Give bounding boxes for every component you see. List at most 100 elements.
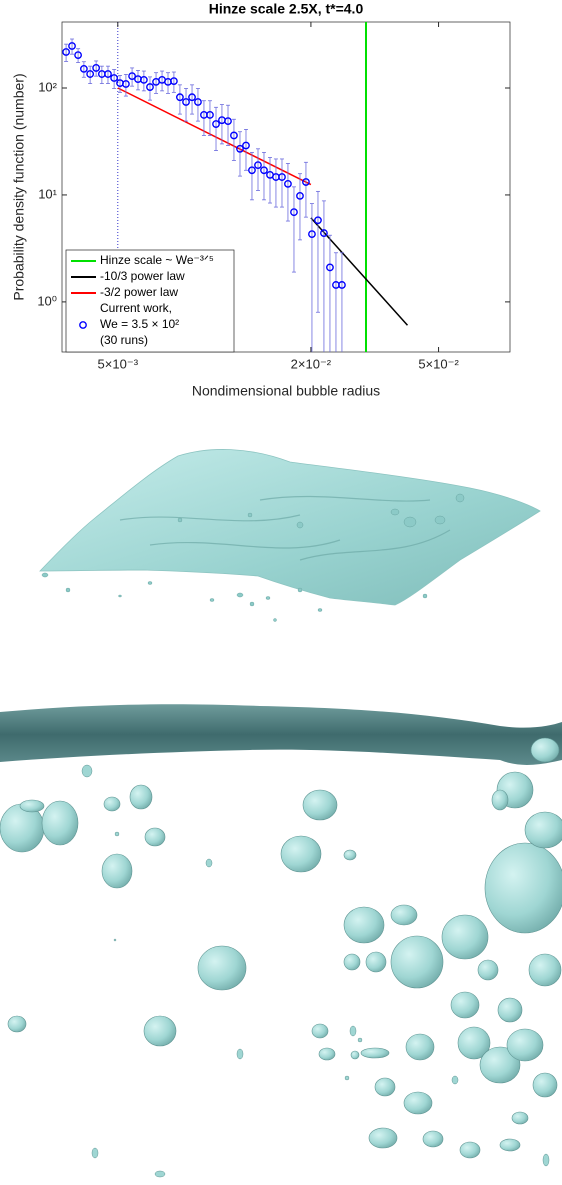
data-point: [248, 166, 256, 175]
power-law-line: [117, 87, 312, 186]
droplet: [403, 516, 417, 528]
data-point: [278, 173, 286, 181]
data-point: [122, 80, 130, 88]
droplet: [357, 1037, 363, 1043]
bubble: [280, 835, 322, 873]
y-tick-label: 10¹: [38, 186, 57, 201]
droplet: [297, 587, 303, 593]
droplet: [209, 598, 215, 602]
droplet: [249, 601, 255, 607]
bubble: [524, 811, 562, 849]
data-point: [188, 93, 196, 102]
data-point: [194, 98, 202, 106]
data-point: [182, 98, 190, 106]
droplet: [296, 521, 304, 529]
data-point: [254, 161, 262, 170]
y-tick-label: 10⁰: [37, 293, 57, 308]
data-point: [212, 120, 220, 128]
data-point: [74, 51, 82, 60]
droplet: [542, 1153, 550, 1167]
y-tick-label: 10²: [38, 79, 57, 94]
droplet: [390, 508, 400, 516]
data-point: [338, 281, 346, 289]
bubble: [530, 737, 560, 763]
droplet: [114, 831, 120, 837]
bubble: [343, 849, 357, 861]
x-tick-label: 5×10⁻²: [418, 356, 459, 371]
droplet: [434, 515, 446, 525]
bubble: [422, 1130, 444, 1148]
data-point: [242, 141, 250, 150]
data-point: [176, 93, 184, 102]
bubble: [499, 1138, 521, 1152]
data-point: [260, 166, 268, 175]
bubble: [459, 1141, 481, 1159]
data-point: [62, 48, 70, 56]
legend-label: Current work, We = 3.5 × 10² (30 runs): [100, 301, 179, 347]
x-tick-label: 5×10⁻³: [98, 356, 139, 371]
data-point: [86, 70, 95, 78]
x-axis-label: Nondimensional bubble radius: [192, 383, 380, 399]
droplet: [273, 618, 277, 622]
droplet: [65, 587, 71, 593]
bubble: [7, 1015, 27, 1033]
chart-title: Hinze scale 2.5X, t*=4.0: [209, 1, 364, 17]
legend-box: [65, 249, 235, 353]
droplet: [205, 858, 213, 868]
bubble: [532, 1072, 558, 1098]
bubble: [144, 827, 166, 847]
droplet: [265, 596, 271, 600]
bubble: [511, 1111, 529, 1125]
droplet: [317, 608, 323, 612]
droplet: [81, 764, 93, 778]
droplet: [147, 581, 153, 585]
bubble: [441, 914, 489, 960]
bubble: [360, 1047, 390, 1059]
bubble: [491, 789, 509, 811]
bubble: [390, 935, 444, 989]
droplet: [154, 1170, 166, 1178]
droplet: [422, 593, 428, 599]
data-point: [206, 111, 214, 119]
legend-label: -10/3 power law: [100, 269, 185, 283]
droplet: [247, 512, 253, 518]
bubble: [374, 1077, 396, 1097]
bubble: [143, 1015, 177, 1047]
droplet: [41, 572, 49, 578]
bubble: [528, 953, 562, 987]
bubble: [318, 1047, 336, 1061]
data-point: [139, 76, 148, 84]
data-point: [308, 230, 316, 239]
bubble: [390, 904, 418, 926]
surface-render: [39, 449, 541, 622]
legend-label: Hinze scale ~ We⁻³ᐟ⁵: [100, 253, 214, 267]
legend-symbol: [79, 321, 87, 329]
bubble: [403, 1091, 433, 1115]
bubble: [311, 1023, 329, 1039]
data-point: [92, 64, 101, 72]
bubble: [457, 1026, 491, 1060]
data-point: [290, 208, 298, 217]
data-point: [110, 74, 119, 82]
surface-ripple: [119, 495, 451, 561]
data-point: [79, 64, 88, 73]
free-surface: [39, 449, 541, 606]
y-axis-label: Probability density function (number): [11, 73, 27, 300]
droplet: [118, 594, 122, 598]
droplet: [344, 1075, 350, 1081]
bubble: [302, 789, 338, 821]
data-point: [170, 77, 178, 85]
bubble: [129, 784, 153, 810]
data-point: [230, 131, 238, 140]
x-tick-label: 2×10⁻²: [291, 356, 332, 371]
data-point: [104, 70, 112, 78]
bubble: [343, 953, 361, 971]
free-surface-band: [0, 704, 562, 765]
data-point: [68, 42, 76, 50]
bubble: [197, 945, 247, 991]
bubble-render: [0, 704, 562, 1178]
bubble: [497, 997, 523, 1023]
data-point: [236, 144, 244, 153]
